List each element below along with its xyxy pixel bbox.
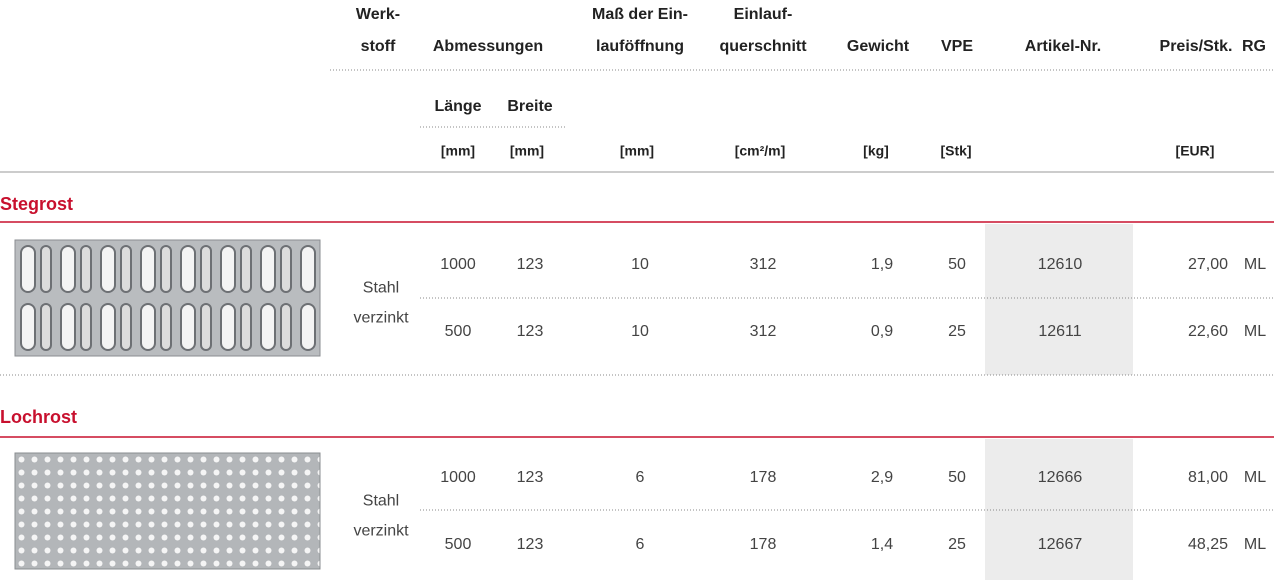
cell: 25	[948, 536, 966, 553]
cell: 48,25	[1188, 536, 1228, 553]
cell: 123	[517, 256, 544, 273]
unit-label: [EUR]	[1176, 143, 1215, 159]
cell: 12611	[1038, 323, 1081, 340]
subcolumn-header: Breite	[507, 98, 552, 115]
cell: 22,60	[1188, 323, 1228, 340]
column-header: Preis/Stk.	[1160, 38, 1233, 55]
stegrost-image	[15, 240, 320, 356]
cell: 81,00	[1188, 469, 1228, 486]
cell: ML	[1244, 323, 1266, 340]
cell: 1,9	[871, 256, 893, 273]
material: Stahl	[363, 493, 399, 510]
cell: 500	[445, 536, 472, 553]
subcolumn-header: Länge	[434, 98, 481, 115]
cell: ML	[1244, 256, 1266, 273]
column-header: querschnitt	[719, 38, 807, 55]
cell: 2,9	[871, 469, 893, 486]
cell: 123	[517, 323, 544, 340]
cell: 6	[636, 469, 645, 486]
cell: 6	[636, 536, 645, 553]
cell: ML	[1244, 536, 1266, 553]
column-header: Abmessungen	[433, 38, 543, 55]
cell: 1000	[440, 469, 476, 486]
cell: 312	[750, 323, 777, 340]
column-header: Maß der Ein-	[592, 6, 688, 23]
cell: 50	[948, 256, 966, 273]
unit-label: [mm]	[441, 143, 475, 159]
cell: 178	[750, 469, 777, 486]
cell: 12610	[1038, 256, 1083, 273]
material: verzinkt	[353, 310, 409, 327]
cell: 10	[631, 256, 649, 273]
column-header: Werk-	[356, 6, 400, 23]
cell: 123	[517, 536, 544, 553]
cell: 312	[750, 256, 777, 273]
cell: 27,00	[1188, 256, 1228, 273]
section-title: Lochrost	[0, 407, 77, 427]
cell: 50	[948, 469, 966, 486]
section-title: Stegrost	[0, 194, 73, 214]
material: Stahl	[363, 280, 399, 297]
column-header: lauföffnung	[596, 38, 684, 55]
cell: 1,4	[871, 536, 893, 553]
unit-label: [Stk]	[940, 143, 971, 159]
cell: 0,9	[871, 323, 893, 340]
cell: 123	[517, 469, 544, 486]
cell: ML	[1244, 469, 1266, 486]
cell: 12667	[1038, 536, 1083, 553]
column-header: Artikel-Nr.	[1025, 38, 1101, 55]
article-column-bg	[985, 224, 1133, 375]
cell: 12666	[1038, 469, 1083, 486]
unit-label: [mm]	[510, 143, 544, 159]
material: verzinkt	[353, 523, 409, 540]
unit-label: [cm²/m]	[735, 143, 786, 159]
cell: 178	[750, 536, 777, 553]
column-header: Gewicht	[847, 38, 910, 55]
unit-label: [kg]	[863, 143, 889, 159]
column-header: stoff	[361, 38, 396, 55]
product-table: Werk-stoff Abmessungen Maß der Ein-lauföff…	[0, 0, 1274, 580]
cell: 10	[631, 323, 649, 340]
cell: 500	[445, 323, 472, 340]
column-header: Einlauf-	[734, 6, 793, 23]
unit-label: [mm]	[620, 143, 654, 159]
cell: 1000	[440, 256, 476, 273]
column-header: RG	[1242, 38, 1266, 55]
cell: 25	[948, 323, 966, 340]
lochrost-image	[15, 453, 320, 569]
column-header: VPE	[941, 38, 973, 55]
